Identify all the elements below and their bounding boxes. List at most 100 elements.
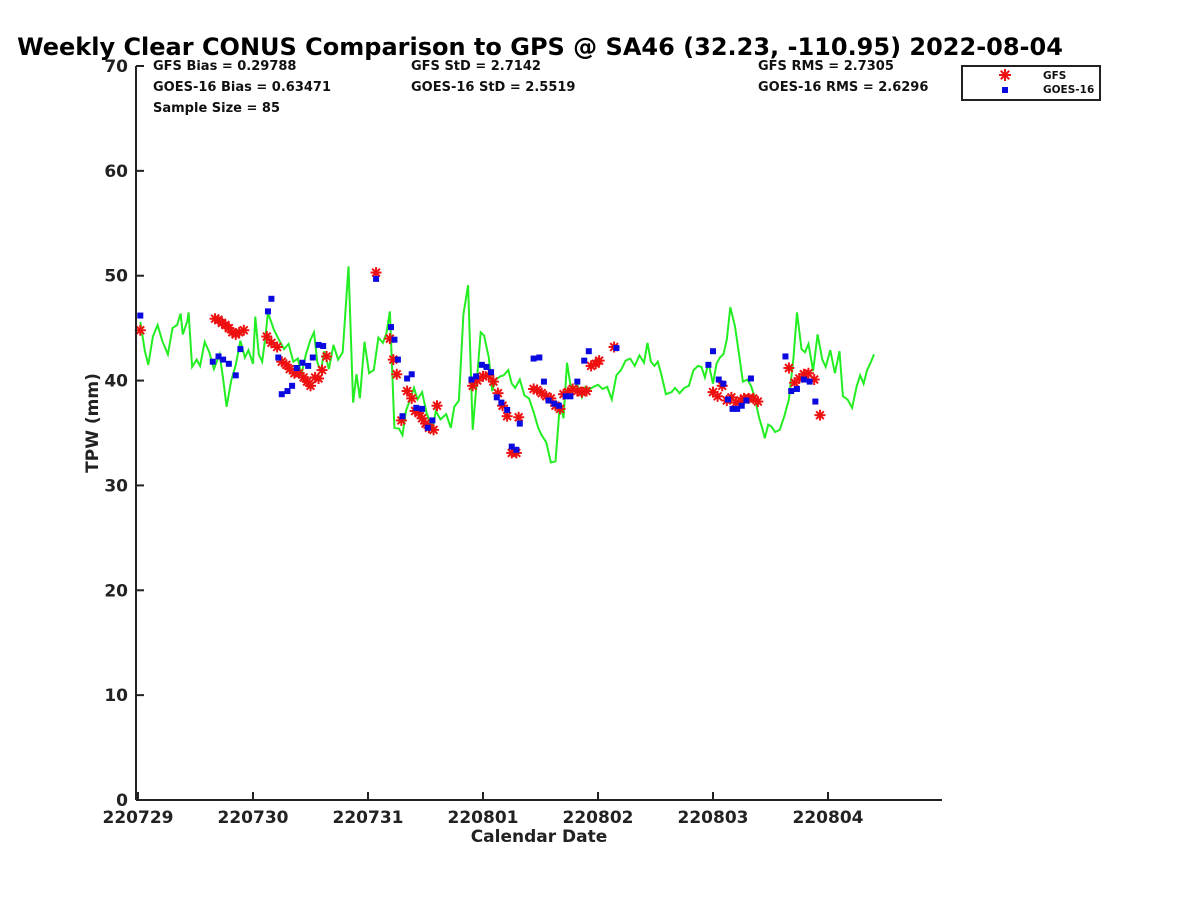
- goes-point: [305, 362, 312, 369]
- gfs-point: [316, 364, 328, 376]
- goes-point: [782, 353, 789, 360]
- gps-series: [139, 266, 875, 464]
- legend-gfs-marker: [999, 69, 1011, 81]
- goes-point: [275, 354, 282, 361]
- legend-goes-marker: [1002, 87, 1008, 93]
- stat-text: Sample Size = 85: [153, 101, 280, 116]
- goes-point: [516, 420, 523, 427]
- x-tick-label: 220802: [563, 808, 634, 828]
- goes-point: [513, 446, 520, 453]
- gfs-point: [313, 372, 325, 384]
- goes-point: [473, 373, 480, 380]
- goes-point: [419, 405, 426, 412]
- gfs-point: [401, 385, 413, 397]
- goes-point: [504, 406, 511, 413]
- goes-point: [215, 353, 222, 360]
- goes-point: [284, 388, 291, 395]
- y-tick-label: 10: [104, 686, 128, 706]
- goes-point: [793, 385, 800, 392]
- y-axis-label: TPW (mm): [83, 373, 103, 473]
- gfs-point: [391, 368, 403, 380]
- goes-point: [800, 376, 807, 383]
- goes-point: [540, 378, 547, 385]
- gfs-point: [271, 341, 283, 353]
- goes-point: [478, 361, 485, 368]
- goes-point: [555, 402, 562, 409]
- goes-point: [391, 336, 398, 343]
- goes-point: [394, 356, 401, 363]
- gfs-point: [261, 331, 273, 343]
- gfs-point: [321, 350, 333, 362]
- stat-text: GOES-16 StD = 2.5519: [411, 80, 575, 95]
- goes-point: [278, 391, 285, 398]
- goes-point: [220, 356, 227, 363]
- goes-point: [724, 396, 731, 403]
- x-tick-label: 220801: [448, 808, 519, 828]
- gfs-point: [487, 376, 499, 388]
- goes-point: [788, 388, 795, 395]
- y-tick-label: 70: [104, 57, 128, 77]
- gfs-point: [581, 385, 592, 397]
- goes-point: [373, 275, 380, 282]
- plot-area: [134, 266, 875, 464]
- x-tick-label: 220730: [218, 808, 289, 828]
- legend: GFS GOES-16: [961, 65, 1101, 101]
- goes-point: [315, 341, 322, 348]
- gfs-point: [712, 390, 724, 402]
- gfs-point: [238, 324, 250, 336]
- legend-gfs-label: GFS: [1043, 70, 1066, 82]
- goes-point: [209, 358, 216, 365]
- gfs-point: [265, 337, 277, 349]
- goes-point: [468, 376, 475, 383]
- goes-point: [562, 393, 569, 400]
- goes-point: [551, 400, 558, 407]
- goes-point: [720, 380, 727, 387]
- gps-line: [139, 266, 875, 464]
- goes-point: [581, 357, 588, 364]
- stat-text: GOES-16 Bias = 0.63471: [153, 80, 331, 95]
- goes-point: [289, 382, 296, 389]
- gfs-point: [305, 380, 316, 392]
- goes-point: [309, 354, 316, 361]
- goes-series: [137, 275, 819, 453]
- gfs-point: [431, 400, 443, 412]
- goes-point: [483, 363, 490, 370]
- gfs-point: [428, 424, 440, 436]
- goes-point: [705, 361, 712, 368]
- tick-labels: 0 10 20 30 40 50 60 70 220729 220730 220731 220801 2…: [103, 57, 864, 828]
- y-tick-label: 20: [104, 581, 128, 601]
- goes-point: [613, 345, 620, 352]
- gfs-point: [593, 355, 605, 367]
- goes-point: [429, 417, 436, 424]
- stat-text: GFS StD = 2.7142: [411, 59, 541, 74]
- x-tick-label: 220803: [678, 808, 749, 828]
- goes-point: [743, 397, 750, 404]
- goes-point: [488, 369, 495, 376]
- goes-point: [715, 376, 722, 383]
- stat-text: GFS RMS = 2.7305: [758, 59, 894, 74]
- statistics-block: GFS Bias = 0.29788 GOES-16 Bias = 0.63471…: [153, 59, 928, 116]
- goes-point: [413, 404, 420, 411]
- goes-point: [738, 402, 745, 409]
- goes-point: [299, 359, 306, 366]
- goes-point: [729, 405, 736, 412]
- y-tick-label: 50: [104, 267, 128, 287]
- gfs-point: [814, 409, 826, 421]
- goes-point: [320, 342, 327, 349]
- goes-point: [137, 312, 144, 319]
- gfs-point: [752, 396, 764, 408]
- goes-point: [424, 424, 431, 431]
- goes-point: [237, 346, 244, 353]
- goes-point: [232, 372, 239, 379]
- goes-point: [567, 393, 574, 400]
- x-axis-label: Calendar Date: [471, 827, 608, 847]
- goes-point: [806, 378, 813, 385]
- goes-point: [710, 348, 716, 355]
- stat-text: GOES-16 RMS = 2.6296: [758, 80, 928, 95]
- y-tick-label: 30: [104, 476, 128, 496]
- x-tick-label: 220731: [333, 808, 404, 828]
- y-tick-label: 0: [116, 791, 128, 811]
- stat-text: GFS Bias = 0.29788: [153, 59, 296, 74]
- axes: [135, 66, 942, 801]
